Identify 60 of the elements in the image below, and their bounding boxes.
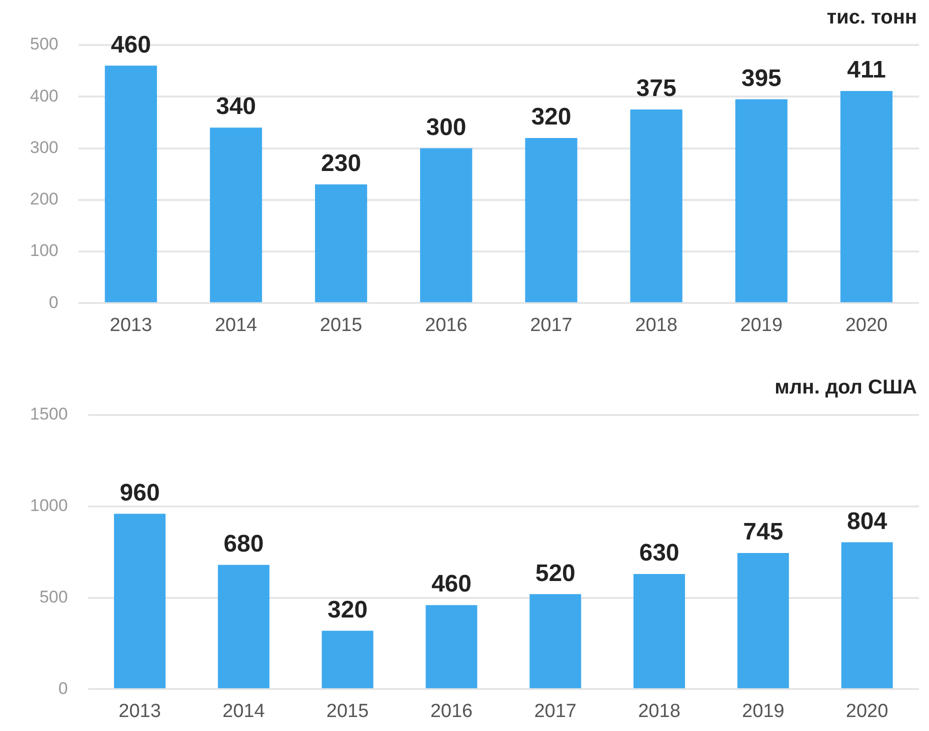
data-label: 460 bbox=[110, 31, 151, 58]
data-label: 300 bbox=[426, 114, 466, 141]
data-label: 960 bbox=[120, 479, 160, 506]
x-tick-label: 2014 bbox=[222, 700, 266, 722]
bar bbox=[420, 148, 472, 302]
y-tick-label: 500 bbox=[30, 34, 58, 54]
text: млн. дол США bbox=[774, 376, 917, 399]
y-tick-label: 300 bbox=[30, 138, 58, 157]
bar bbox=[315, 184, 368, 302]
x-tick-label: 2020 bbox=[846, 700, 888, 722]
data-label: 230 bbox=[321, 150, 362, 178]
x-tick-label: 2017 bbox=[534, 700, 576, 722]
bar bbox=[841, 542, 893, 688]
x-tick-label: 2016 bbox=[430, 700, 473, 722]
y-tick-label: 100 bbox=[30, 241, 58, 260]
x-tick-label: 2020 bbox=[845, 314, 888, 336]
bar bbox=[633, 574, 686, 688]
y-tick-label: 0 bbox=[48, 292, 58, 312]
data-label: 320 bbox=[328, 596, 368, 624]
y-tick-label: 200 bbox=[30, 190, 58, 209]
bar bbox=[218, 564, 270, 688]
bar bbox=[840, 90, 893, 302]
x-tick-label: 2015 bbox=[326, 700, 369, 722]
bar bbox=[322, 630, 374, 688]
bar bbox=[104, 66, 157, 302]
bar bbox=[630, 110, 682, 302]
data-label: 680 bbox=[224, 530, 264, 558]
x-tick-label: 2019 bbox=[742, 700, 784, 722]
x-tick-label: 2018 bbox=[638, 700, 680, 722]
data-label: 630 bbox=[639, 540, 680, 567]
bar bbox=[737, 553, 789, 688]
x-tick-label: 2013 bbox=[110, 314, 152, 336]
y-tick-label: 400 bbox=[30, 86, 58, 106]
x-tick-label: 2018 bbox=[635, 314, 678, 336]
y-tick-label: 500 bbox=[39, 587, 68, 606]
bar bbox=[525, 138, 578, 302]
data-label: 395 bbox=[741, 64, 782, 92]
bar bbox=[530, 594, 582, 688]
data-label: 804 bbox=[847, 508, 888, 535]
data-label: 460 bbox=[431, 570, 472, 598]
bar bbox=[426, 605, 478, 688]
bar bbox=[114, 514, 166, 688]
x-tick-label: 2015 bbox=[320, 314, 362, 336]
bar bbox=[735, 99, 788, 302]
data-label: 340 bbox=[216, 93, 256, 120]
x-tick-label: 2014 bbox=[214, 314, 258, 336]
data-label: 745 bbox=[743, 518, 784, 546]
x-tick-label: 2017 bbox=[530, 314, 572, 336]
data-label: 520 bbox=[535, 560, 576, 587]
y-tick-label: 1000 bbox=[30, 496, 68, 516]
data-label: 411 bbox=[847, 56, 886, 84]
y-tick-label: 1500 bbox=[30, 404, 68, 424]
text: тис. тонн bbox=[826, 6, 917, 29]
y-tick-label: 0 bbox=[58, 678, 68, 698]
data-label: 320 bbox=[531, 104, 572, 131]
data-label: 375 bbox=[636, 75, 676, 102]
bar bbox=[210, 128, 262, 302]
x-tick-label: 2013 bbox=[118, 700, 161, 722]
x-tick-label: 2019 bbox=[740, 314, 783, 336]
x-tick-label: 2016 bbox=[425, 314, 468, 336]
